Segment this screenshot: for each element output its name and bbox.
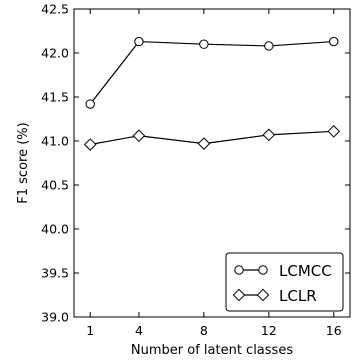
plot-area — [73, 8, 351, 318]
x-tick-label: 1 — [86, 323, 94, 338]
series-layer — [83, 36, 341, 151]
legend-box — [225, 252, 344, 312]
diamond-marker — [327, 125, 341, 138]
circle-marker — [234, 265, 244, 275]
y-tick-label: 40.0 — [41, 222, 69, 237]
legend-label: LCLR — [279, 287, 317, 305]
circle-marker — [85, 99, 95, 109]
x-axis: 1 4 8 12 16 — [86, 9, 342, 338]
legend: LCMCC LCLR — [225, 252, 344, 312]
diamond-marker — [83, 138, 97, 151]
series-line — [90, 130, 334, 146]
series-lclr — [83, 125, 341, 151]
y-tick-label: 39.5 — [41, 266, 69, 281]
y-axis-label: F1 score (%) — [16, 122, 31, 203]
x-tick-label: 8 — [200, 323, 208, 338]
legend-label: LCMCC — [279, 262, 332, 280]
diamond-marker — [256, 288, 270, 302]
x-tick-label: 16 — [326, 323, 342, 338]
legend-entry: LCMCC — [234, 262, 332, 280]
y-tick-label: 40.5 — [41, 178, 69, 193]
circle-marker — [329, 36, 339, 47]
y-tick-label: 39.0 — [41, 310, 69, 325]
y-tick-label: 41.5 — [41, 90, 69, 105]
plot-frame — [73, 8, 351, 318]
diamond-marker — [132, 129, 146, 143]
y-tick-label: 42.0 — [41, 46, 69, 61]
diamond-marker — [197, 137, 211, 150]
y-tick-label: 42.5 — [41, 2, 69, 17]
diamond-marker — [262, 128, 276, 142]
series-lcmcc — [85, 36, 339, 109]
legend-entry: LCLR — [232, 287, 317, 305]
y-tick-label: 41.0 — [41, 134, 69, 149]
x-tick-label: 12 — [261, 323, 277, 338]
circle-marker — [199, 39, 209, 49]
circle-marker — [264, 41, 274, 51]
series-line — [89, 40, 334, 105]
diamond-marker — [232, 288, 246, 302]
y-axis: 39.0 39.5 40.0 40.5 41.0 41.5 42.0 42.5 — [41, 2, 350, 325]
x-axis-label: Number of latent classes — [131, 343, 293, 358]
circle-marker — [134, 36, 144, 47]
circle-marker — [258, 265, 268, 275]
x-tick-label: 4 — [135, 323, 143, 338]
